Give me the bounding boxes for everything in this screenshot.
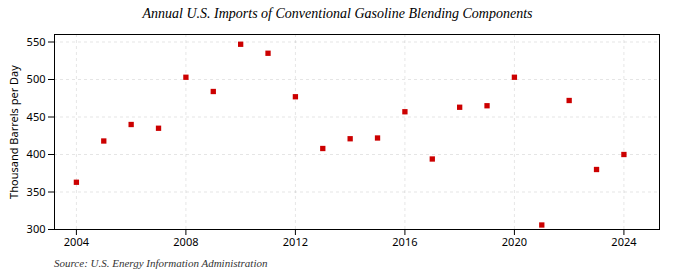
svg-text:550: 550 [27,34,46,49]
svg-text:450: 450 [27,109,46,124]
html-text:Source: U.S. Energy Informatio: Source: U.S. Energy Information Administ… [54,257,268,269]
svg-text:300: 300 [27,221,46,236]
svg-text:400: 400 [27,146,46,161]
svg-text:2012: 2012 [283,234,308,249]
html-text:Annual U.S. Imports of Convent: Annual U.S. Imports of Conventional Gaso… [142,6,533,21]
svg-text:2016: 2016 [392,234,417,249]
svg-text:2024: 2024 [611,234,637,249]
svg-text:500: 500 [27,71,46,86]
svg-text:2004: 2004 [64,234,90,249]
svg-text:Thousand Barrels per Day: Thousand Barrels per Day [6,65,21,199]
svg-text:2008: 2008 [173,234,198,249]
svg-text:350: 350 [27,184,46,199]
svg-text:2020: 2020 [502,234,527,249]
